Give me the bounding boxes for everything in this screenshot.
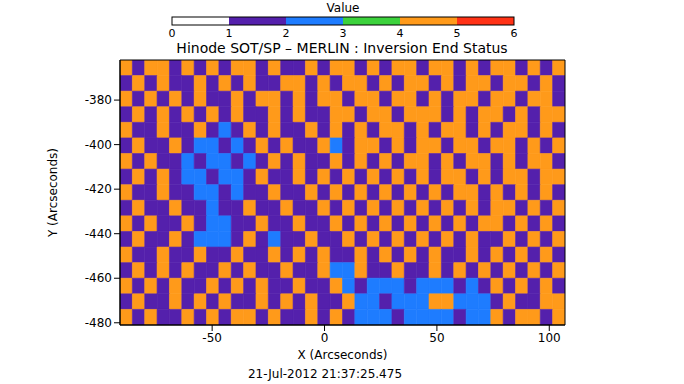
- svg-text:-480: -480: [85, 316, 112, 330]
- svg-text:-380: -380: [85, 93, 112, 107]
- svg-text:3: 3: [340, 27, 347, 40]
- svg-text:Value: Value: [327, 1, 360, 15]
- svg-text:Hinode SOT/SP – MERLIN : Inver: Hinode SOT/SP – MERLIN : Inversion End S…: [176, 40, 507, 56]
- svg-text:21-Jul-2012 21:37:25.475: 21-Jul-2012 21:37:25.475: [248, 367, 402, 381]
- svg-text:100: 100: [538, 331, 561, 345]
- svg-text:1: 1: [226, 27, 233, 40]
- svg-text:-400: -400: [85, 138, 112, 152]
- svg-text:6: 6: [511, 27, 518, 40]
- svg-text:0: 0: [169, 27, 176, 40]
- svg-text:X (Arcseconds): X (Arcseconds): [298, 348, 388, 362]
- svg-text:5: 5: [454, 27, 461, 40]
- svg-text:Y (Arcseconds): Y (Arcseconds): [46, 148, 60, 238]
- svg-text:-420: -420: [85, 182, 112, 196]
- svg-text:50: 50: [429, 331, 444, 345]
- svg-text:2: 2: [283, 27, 290, 40]
- svg-text:-460: -460: [85, 271, 112, 285]
- svg-text:-50: -50: [202, 331, 222, 345]
- svg-text:-440: -440: [85, 227, 112, 241]
- svg-text:4: 4: [397, 27, 404, 40]
- svg-text:0: 0: [321, 331, 329, 345]
